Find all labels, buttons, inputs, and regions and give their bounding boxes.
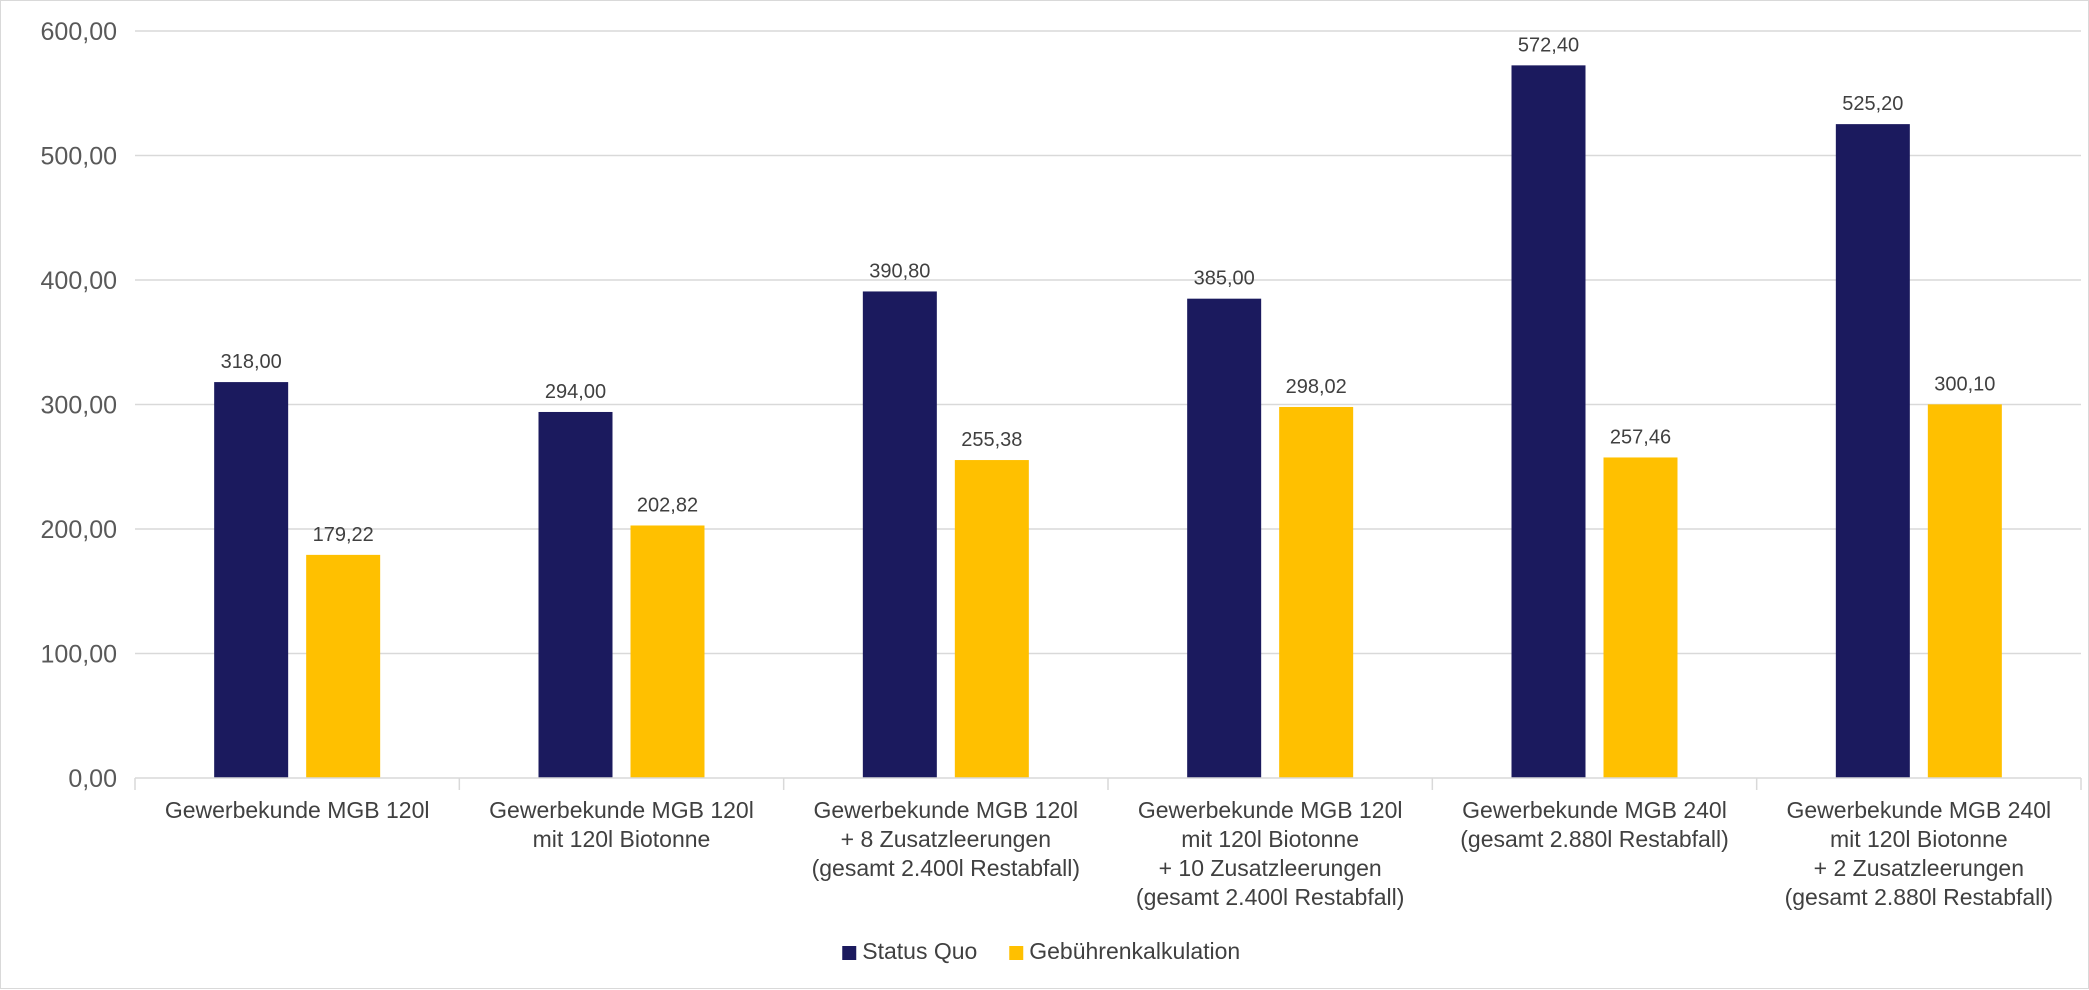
x-category-label: Gewerbekunde MGB 120l mit 120l Biotonne + … [1136, 797, 1404, 910]
x-category-label-line: Gewerbekunde MGB 240l [1787, 797, 2052, 823]
data-label: 572,40 [1518, 34, 1579, 56]
x-category-label-line: + 8 Zusatzleerungen [841, 826, 1051, 852]
data-label: 255,38 [961, 429, 1022, 451]
x-category-label-line: Gewerbekunde MGB 120l [165, 797, 430, 823]
x-category-label: Gewerbekunde MGB 240l (gesamt 2.880l Rest… [1460, 797, 1728, 852]
bar-status-quo [1511, 65, 1586, 778]
x-category-label-line: (gesamt 2.400l Restabfall) [812, 855, 1080, 881]
bar-gebuehrenkalkulation [1603, 457, 1678, 778]
data-label: 257,46 [1610, 426, 1671, 448]
x-category-label-line: (gesamt 2.880l Restabfall) [1460, 826, 1728, 852]
data-label: 202,82 [637, 494, 698, 516]
bar-status-quo [1835, 124, 1910, 779]
legend-label: Gebührenkalkulation [1029, 938, 1240, 964]
x-category-label: Gewerbekunde MGB 120l mit 120l Biotonne [489, 797, 754, 852]
y-tick-label: 400,00 [41, 267, 117, 295]
x-category-label-line: Gewerbekunde MGB 120l [1138, 797, 1403, 823]
y-tick-label: 0,00 [68, 765, 117, 793]
data-label: 318,00 [221, 351, 282, 373]
y-tick-label: 500,00 [41, 143, 117, 171]
gridlines [135, 30, 2081, 655]
y-tick-label: 100,00 [41, 641, 117, 669]
x-category-label-line: mit 120l Biotonne [533, 826, 711, 852]
bar-status-quo [214, 382, 289, 778]
x-category-label-line: (gesamt 2.400l Restabfall) [1136, 884, 1404, 910]
legend-label: Status Quo [862, 938, 977, 964]
x-category-label-line: mit 120l Biotonne [1830, 826, 2008, 852]
x-axis: Gewerbekunde MGB 120l Gewerbekunde MGB 12… [134, 777, 2082, 910]
data-label: 300,10 [1934, 373, 1995, 395]
data-labels: 318,00 179,22 294,00 202,82 390,80 255,38 385,… [221, 34, 1996, 546]
x-category-label-line: (gesamt 2.880l Restabfall) [1785, 884, 2053, 910]
x-category-label: Gewerbekunde MGB 240l mit 120l Biotonne + … [1785, 797, 2053, 910]
y-tick-label: 300,00 [41, 392, 117, 420]
bar-status-quo [538, 411, 613, 778]
bar-status-quo [862, 291, 937, 778]
data-label: 179,22 [313, 524, 374, 546]
y-axis-ticks: 0,00 100,00 200,00 300,00 400,00 500,00 600,00 [41, 18, 117, 793]
y-tick-label: 200,00 [41, 516, 117, 544]
data-label: 294,00 [545, 381, 606, 403]
data-label: 525,20 [1842, 93, 1903, 115]
x-category-label-line: Gewerbekunde MGB 240l [1462, 797, 1727, 823]
bar-gebuehrenkalkulation [306, 554, 381, 778]
x-category-label: Gewerbekunde MGB 120l [165, 797, 430, 823]
x-category-label-line: Gewerbekunde MGB 120l [489, 797, 754, 823]
bar-gebuehrenkalkulation [954, 460, 1029, 778]
x-category-label-line: + 2 Zusatzleerungen [1814, 855, 2024, 881]
legend-swatch [842, 946, 857, 960]
legend-swatch [1009, 946, 1024, 960]
data-label: 390,80 [869, 260, 930, 282]
y-tick-label: 600,00 [41, 18, 117, 46]
bar-status-quo [1187, 298, 1262, 778]
bar-gebuehrenkalkulation [630, 525, 705, 778]
legend: Status Quo Gebührenkalkulation [842, 938, 1240, 964]
bar-gebuehrenkalkulation [1279, 406, 1354, 778]
bars [214, 65, 2002, 779]
x-category-label-line: mit 120l Biotonne [1181, 826, 1359, 852]
x-category-label: Gewerbekunde MGB 120l + 8 Zusatzleerungen… [812, 797, 1080, 881]
bar-gebuehrenkalkulation [1927, 404, 2002, 778]
data-label: 385,00 [1194, 268, 1255, 290]
x-category-label-line: + 10 Zusatzleerungen [1159, 855, 1382, 881]
data-label: 298,02 [1286, 376, 1347, 398]
x-category-label-line: Gewerbekunde MGB 120l [814, 797, 1079, 823]
